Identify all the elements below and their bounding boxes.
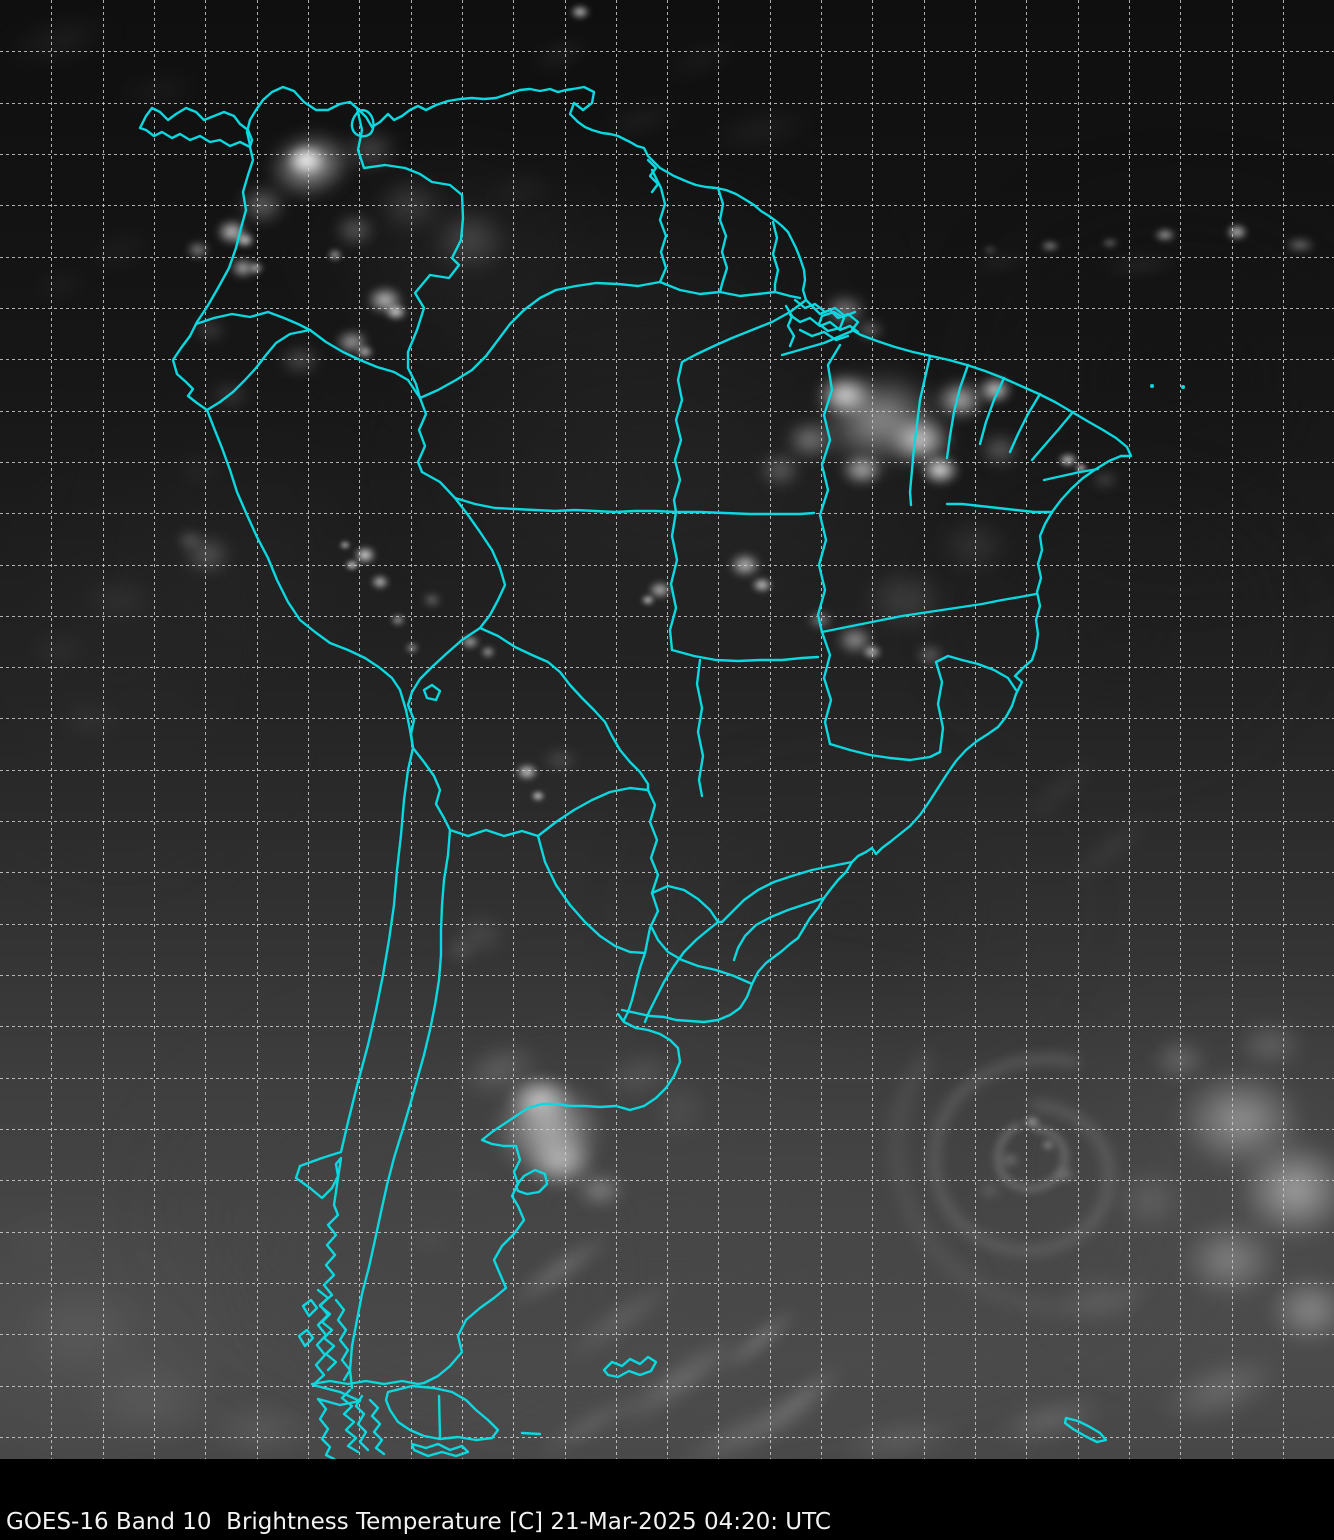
boundary-path [908,354,932,507]
boundary-path [411,746,452,832]
boundary-path [1008,392,1042,454]
boundary-path [368,1398,386,1456]
boundary-path [732,896,826,962]
boundary-path [643,884,720,1024]
boundary-path [437,1394,442,1439]
boundary-path [422,683,442,702]
boundary-path [514,1168,549,1196]
boundary-path [780,329,854,357]
boundary-path [622,951,647,1022]
boundary-path [798,328,850,342]
boundary-path [646,158,660,194]
boundary-path [520,1431,542,1436]
boundary-path [245,85,1133,1024]
boundary-path [348,828,452,1390]
boundary-path [828,742,942,762]
satellite-image [0,0,1334,1459]
island-dot [1181,385,1185,389]
boundary-path [650,168,668,284]
boundary-path [658,280,802,300]
boundary-path [1063,1416,1108,1444]
boundary-path [418,280,662,400]
boundary-path [384,1384,500,1442]
boundary-path [297,1328,315,1348]
boundary-path [355,106,465,400]
map-borders [138,85,1185,1459]
boundary-path [788,313,860,334]
boundary-path [354,1394,370,1452]
boundary-path [308,328,422,400]
boundary-path [350,109,375,138]
boundary-path [420,470,507,630]
boundary-path [945,363,970,460]
boundary-path [672,298,808,514]
boundary-path [171,145,415,1459]
boundary-path [138,106,254,149]
boundary-path [716,860,854,924]
boundary-path [784,304,796,348]
boundary-path [422,1012,682,1385]
cyclone-arc [994,1122,1069,1192]
boundary-path [695,658,705,798]
boundary-path [453,496,816,516]
boundary-path [1030,410,1075,462]
island-dot [1150,384,1154,388]
cyclone-arc [890,1053,1147,1315]
cyclone-spiral [890,1053,1147,1315]
boundary-path [205,328,312,412]
boundary-path [410,1442,470,1458]
boundary-path [448,828,540,838]
boundary-path [194,310,312,332]
boundary-path [716,186,729,294]
boundary-path [536,834,647,955]
boundary-path [817,310,846,333]
boundary-path [820,592,1038,634]
latlon-grid [0,0,1334,1459]
boundary-path [820,630,833,746]
boundary-path [650,926,754,986]
boundary-path [1042,467,1100,482]
boundary-path [602,1355,658,1379]
boundary-path [310,1379,426,1386]
boundary-path [334,1298,352,1382]
caption-bar: GOES-16 Band 10 Brightness Temperature [… [0,1459,1334,1540]
boundary-path [793,298,857,318]
boundary-path [301,1298,319,1318]
boundary-path [934,654,1018,754]
boundary-path [670,648,820,663]
cyclone-arc [929,1054,1115,1256]
boundary-path [316,1288,338,1372]
boundary-path [643,788,660,955]
boundary-path [816,343,842,634]
boundary-path [406,626,482,750]
boundary-path [416,396,428,474]
caption-text: GOES-16 Band 10 Brightness Temperature [… [6,1509,831,1535]
boundary-path [536,786,650,838]
boundary-path [668,510,679,652]
boundary-path [478,626,650,792]
boundary-path [340,1388,360,1454]
boundary-path [945,502,1054,514]
boundary-path [978,376,1006,446]
boundary-path [771,220,780,294]
